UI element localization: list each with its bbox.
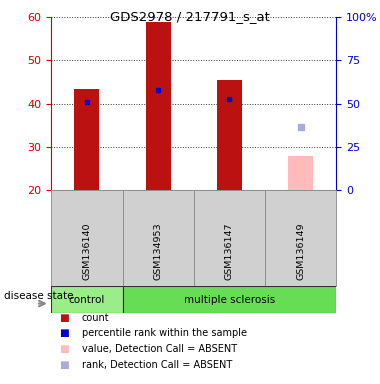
Text: ■: ■: [59, 313, 69, 323]
Text: percentile rank within the sample: percentile rank within the sample: [82, 328, 247, 338]
Bar: [122, 190, 194, 286]
Text: GSM136149: GSM136149: [296, 223, 305, 280]
Text: GSM136147: GSM136147: [225, 223, 234, 280]
Bar: [265, 190, 336, 286]
Bar: [51, 190, 122, 286]
Text: ■: ■: [59, 328, 69, 338]
Bar: [146, 22, 171, 190]
Text: disease state: disease state: [4, 291, 73, 301]
Text: GDS2978 / 217791_s_at: GDS2978 / 217791_s_at: [110, 10, 270, 23]
Text: ■: ■: [59, 360, 69, 370]
Text: ■: ■: [59, 344, 69, 354]
Text: multiple sclerosis: multiple sclerosis: [184, 295, 275, 305]
Text: GSM134953: GSM134953: [154, 223, 163, 280]
Bar: [74, 89, 100, 190]
Text: value, Detection Call = ABSENT: value, Detection Call = ABSENT: [82, 344, 237, 354]
Bar: [194, 190, 265, 286]
Bar: [217, 80, 242, 190]
Bar: [122, 286, 336, 313]
Bar: [288, 156, 313, 190]
Text: GSM136140: GSM136140: [82, 223, 92, 280]
Bar: [51, 286, 122, 313]
Text: rank, Detection Call = ABSENT: rank, Detection Call = ABSENT: [82, 360, 232, 370]
Text: control: control: [69, 295, 105, 305]
Text: count: count: [82, 313, 109, 323]
